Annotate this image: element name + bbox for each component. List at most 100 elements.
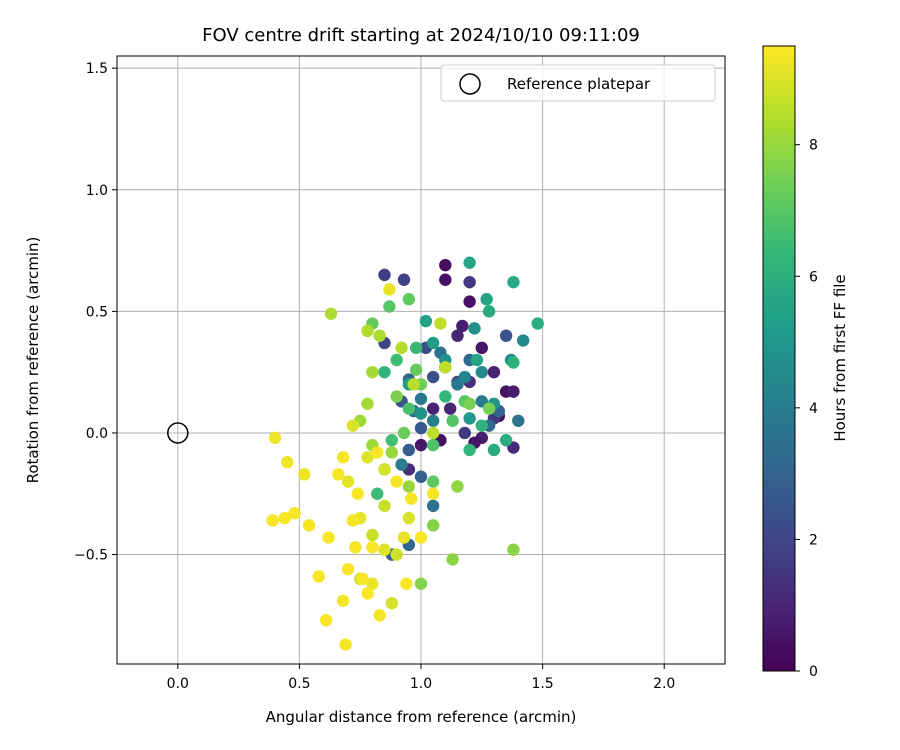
scatter-point xyxy=(409,363,423,376)
colorbar-tick-label: 6 xyxy=(809,269,818,285)
scatter-point xyxy=(383,300,396,313)
scatter-point xyxy=(341,475,355,488)
scatter-point xyxy=(322,531,335,544)
scatter-point xyxy=(499,329,513,342)
scatter-point xyxy=(390,353,403,367)
scatter-point xyxy=(458,426,471,440)
colorbar-tick-label: 2 xyxy=(809,532,818,548)
scatter-point xyxy=(426,414,440,427)
x-tick-label: 2.0 xyxy=(653,676,675,692)
colorbar xyxy=(762,45,796,672)
scatter-point xyxy=(531,317,544,330)
colorbar-tick-label: 8 xyxy=(809,138,818,154)
x-axis-label: Angular distance from reference (arcmin) xyxy=(266,708,577,726)
scatter-point xyxy=(385,446,399,459)
scatter-point xyxy=(426,402,440,415)
scatter-point xyxy=(463,443,476,457)
scatter-point xyxy=(356,572,369,586)
scatter-point xyxy=(499,434,513,447)
scatter-point xyxy=(475,365,488,379)
legend-marker-reference xyxy=(459,73,481,95)
scatter-point xyxy=(426,487,440,500)
scatter-point xyxy=(426,370,440,384)
scatter-point xyxy=(480,293,493,306)
scatter-point xyxy=(346,419,360,432)
scatter-point xyxy=(373,329,386,342)
scatter-point xyxy=(463,256,476,269)
scatter-point xyxy=(475,341,488,355)
scatter-point xyxy=(482,402,496,415)
scatter-point xyxy=(341,562,355,576)
scatter-point xyxy=(402,293,416,306)
x-tick-label: 1.5 xyxy=(531,676,553,692)
colorbar-tick-label: 0 xyxy=(809,664,818,680)
scatter-point xyxy=(397,531,411,544)
scatter-point xyxy=(439,258,452,272)
scatter-point xyxy=(463,295,476,308)
scatter-point xyxy=(378,499,391,513)
scatter-point xyxy=(426,438,440,452)
scatter-point xyxy=(402,402,416,415)
y-axis-label: Rotation from reference (arcmin) xyxy=(24,237,42,484)
scatter-point xyxy=(324,307,338,320)
scatter-point xyxy=(361,324,374,338)
scatter-point xyxy=(351,487,364,500)
scatter-point xyxy=(507,356,520,369)
scatter-point xyxy=(361,397,374,410)
scatter-point xyxy=(378,268,391,282)
scatter-point xyxy=(349,541,362,554)
scatter-point xyxy=(402,443,416,457)
scatter-point xyxy=(397,273,411,286)
y-tick-label: 0.5 xyxy=(86,304,108,320)
x-tick-label: 0.5 xyxy=(288,676,310,692)
scatter-point xyxy=(451,329,464,342)
scatter-point xyxy=(346,514,360,527)
scatter-point xyxy=(439,390,452,403)
scatter-point xyxy=(446,553,459,566)
colorbar-label: Hours from first FF file xyxy=(831,274,849,441)
scatter-point xyxy=(487,443,501,457)
scatter-point xyxy=(407,378,420,391)
scatter-point xyxy=(482,305,496,318)
scatter-point xyxy=(390,475,403,488)
scatter-point xyxy=(366,365,379,379)
scatter-point xyxy=(400,577,413,590)
scatter-point xyxy=(463,275,476,289)
scatter-point xyxy=(366,577,379,590)
colorbar-tick-label: 4 xyxy=(809,401,818,417)
scatter-point xyxy=(414,438,428,452)
scatter-point xyxy=(373,609,386,622)
scatter-point xyxy=(383,283,396,296)
scatter-point xyxy=(409,341,423,355)
scatter-point xyxy=(414,407,428,420)
scatter-point xyxy=(414,421,428,435)
scatter-point xyxy=(419,314,433,328)
scatter-point xyxy=(463,397,476,410)
legend-box xyxy=(440,64,716,102)
scatter-point xyxy=(390,390,403,403)
scatter-point xyxy=(426,519,440,532)
x-tick-label: 0.0 xyxy=(167,676,189,692)
scatter-point xyxy=(414,470,428,483)
scatter-point xyxy=(405,492,418,505)
scatter-point xyxy=(361,587,374,600)
y-tick-label: 1.5 xyxy=(86,61,108,77)
scatter-point xyxy=(385,434,399,447)
scatter-point xyxy=(487,365,501,379)
scatter-point xyxy=(268,431,282,445)
scatter-point xyxy=(426,336,440,350)
scatter-point xyxy=(385,597,399,610)
x-tick-label: 1.0 xyxy=(410,676,432,692)
scatter-point xyxy=(397,426,411,440)
scatter-point xyxy=(371,446,384,459)
scatter-point xyxy=(288,507,301,520)
x-axis-ticks: 0.0 0.5 1.0 1.5 2.0 xyxy=(167,664,675,692)
scatter-point xyxy=(402,511,416,525)
scatter-point xyxy=(378,543,391,556)
scatter-point xyxy=(463,412,476,425)
scatter-point xyxy=(426,475,440,488)
scatter-point xyxy=(507,275,520,289)
legend-label-reference: Reference platepar xyxy=(507,75,651,93)
scatter-point xyxy=(507,543,520,556)
